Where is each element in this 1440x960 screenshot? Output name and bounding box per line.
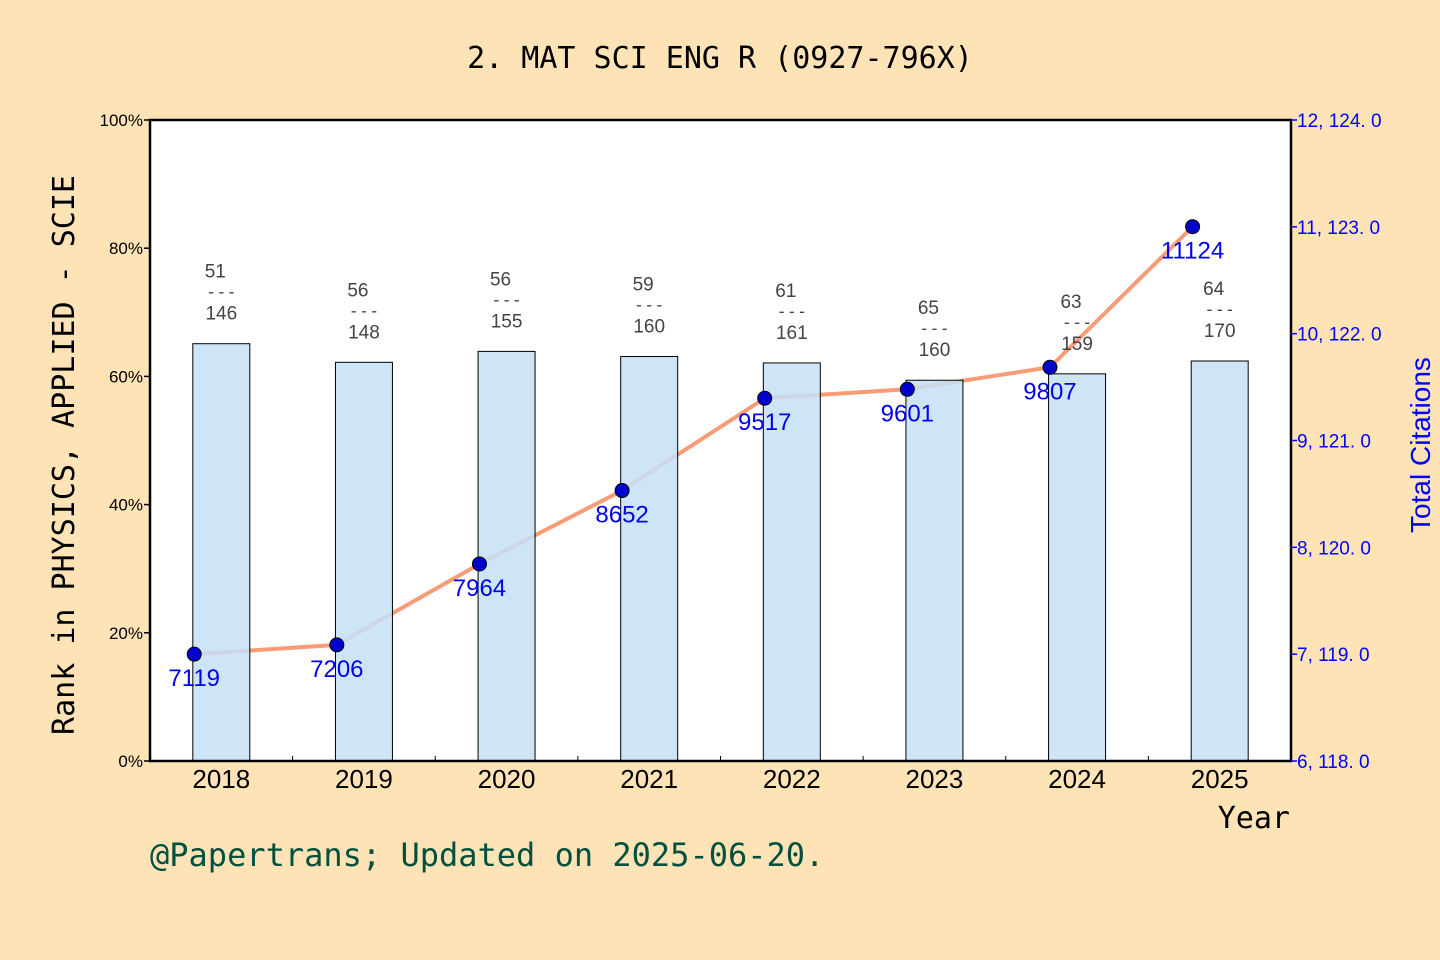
- y-axis-right-label: Total Citations: [1405, 357, 1436, 533]
- rank-divider: ---: [349, 301, 380, 321]
- citation-label: 7119: [168, 665, 220, 692]
- y-right-tick-label: 8, 120. 0: [1297, 538, 1371, 559]
- chart-title: 2. MAT SCI ENG R (0927-796X): [467, 41, 973, 76]
- rank-divider: ---: [1204, 300, 1235, 320]
- total-label: 146: [205, 304, 237, 325]
- rank-bar: [192, 343, 251, 762]
- y-right-tick-label: 10, 122. 0: [1297, 325, 1382, 346]
- x-tick-label: 2020: [478, 764, 536, 794]
- total-label: 148: [348, 322, 380, 343]
- citation-label: 9601: [881, 400, 934, 427]
- total-label: 159: [1061, 334, 1093, 355]
- x-tick-label: 2019: [335, 764, 393, 794]
- rank-bar: [1048, 373, 1107, 762]
- citation-label: 7206: [310, 656, 363, 683]
- citation-point: [614, 483, 630, 499]
- x-tick-label: 2024: [1048, 764, 1106, 794]
- total-label: 170: [1204, 321, 1236, 342]
- x-axis-label: Year: [1218, 801, 1290, 836]
- rank-bar: [905, 379, 964, 762]
- total-label: 161: [776, 323, 808, 344]
- rank-label: 64: [1203, 279, 1225, 300]
- y-right-tick-label: 7, 119. 0: [1297, 645, 1370, 666]
- y-left-tick-label: 20%: [109, 624, 143, 643]
- citation-point: [899, 381, 915, 397]
- x-tick-label: 2025: [1191, 764, 1249, 794]
- rank-divider: ---: [1062, 313, 1093, 333]
- citation-point: [757, 390, 773, 406]
- rank-divider: ---: [206, 283, 237, 303]
- x-tick-label: 2021: [620, 764, 678, 794]
- y-right-tick-label: 6, 118. 0: [1297, 752, 1370, 773]
- footer-note: @Papertrans; Updated on 2025-06-20.: [150, 836, 824, 874]
- rank-label: 59: [633, 275, 654, 296]
- rank-label: 61: [775, 281, 796, 302]
- rank-bar: [334, 361, 393, 762]
- total-label: 160: [919, 340, 951, 361]
- rank-label: 65: [918, 298, 939, 319]
- citation-point: [329, 637, 345, 653]
- total-label: 160: [633, 317, 665, 338]
- y-right-tick-label: 9, 121. 0: [1297, 432, 1371, 453]
- citation-point: [186, 646, 202, 662]
- rank-divider: ---: [776, 302, 807, 322]
- citation-label: 7964: [453, 575, 506, 602]
- total-label: 155: [491, 311, 523, 332]
- rank-divider: ---: [634, 296, 665, 316]
- citation-label: 9517: [738, 409, 791, 436]
- citation-point: [1042, 359, 1058, 375]
- y-right-tick-label: 11, 123. 0: [1297, 218, 1380, 239]
- rank-label: 51: [205, 262, 226, 283]
- y-left-tick-label: 80%: [109, 239, 143, 258]
- rank-bar: [1190, 360, 1249, 762]
- citation-label: 8652: [595, 502, 648, 529]
- rank-label: 56: [347, 280, 368, 301]
- y-right-tick-label: 12, 124. 0: [1297, 111, 1382, 132]
- y-left-tick-label: 0%: [118, 752, 143, 771]
- x-tick-label: 2022: [763, 764, 821, 794]
- rank-divider: ---: [919, 319, 950, 339]
- x-tick-label: 2018: [192, 764, 250, 794]
- rank-bar: [477, 350, 536, 762]
- citation-label: 9807: [1023, 378, 1076, 405]
- y-left-tick-label: 40%: [109, 496, 143, 515]
- rank-divider: ---: [491, 290, 522, 310]
- x-tick-label: 2023: [906, 764, 964, 794]
- citation-point: [1185, 219, 1201, 235]
- rank-bar: [620, 356, 679, 762]
- citation-point: [471, 556, 487, 572]
- y-left-tick-label: 60%: [109, 367, 143, 386]
- y-left-tick-label: 100%: [100, 111, 143, 130]
- y-axis-left-label: Rank in PHYSICS, APPLIED - SCIE: [47, 175, 82, 735]
- rank-label: 63: [1060, 292, 1081, 313]
- citation-label: 11124: [1161, 238, 1224, 265]
- rank-label: 56: [490, 269, 511, 290]
